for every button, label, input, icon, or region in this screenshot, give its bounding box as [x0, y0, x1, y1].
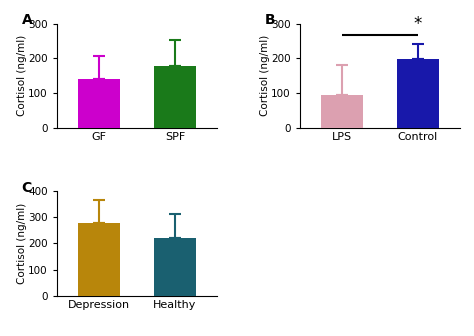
Text: *: *	[414, 14, 422, 33]
Bar	[154, 238, 196, 296]
Y-axis label: Cortisol (ng/ml): Cortisol (ng/ml)	[260, 35, 270, 117]
Text: B: B	[264, 13, 275, 27]
Bar	[78, 79, 120, 128]
Bar	[154, 66, 196, 128]
Y-axis label: Cortisol (ng/ml): Cortisol (ng/ml)	[17, 203, 27, 284]
Bar	[397, 59, 439, 128]
Bar	[78, 223, 120, 296]
Bar	[321, 95, 363, 128]
Text: C: C	[22, 180, 32, 195]
Y-axis label: Cortisol (ng/ml): Cortisol (ng/ml)	[17, 35, 27, 117]
Text: A: A	[22, 13, 32, 27]
